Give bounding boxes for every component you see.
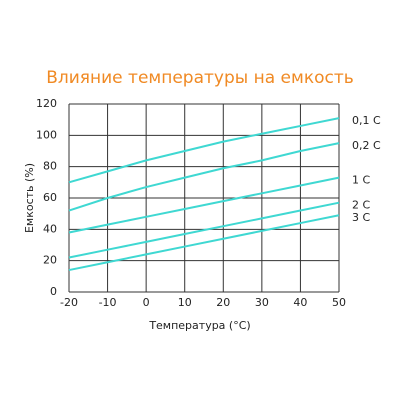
series-line	[68, 117, 340, 184]
x-tick-label: 0	[143, 296, 150, 309]
x-tick-label: -10	[99, 296, 117, 309]
x-tick-label: 30	[255, 296, 269, 309]
y-tick-label: 40	[43, 222, 57, 235]
legend-label: 0,1 C	[352, 114, 381, 127]
y-tick-label: 100	[36, 128, 57, 141]
y-tick-label: 120	[36, 97, 57, 110]
x-tick-label: -20	[60, 296, 78, 309]
y-tick-label: 20	[43, 254, 57, 267]
legend-label: 0,2 C	[352, 139, 381, 152]
y-tick-label: 0	[50, 285, 57, 298]
x-tick-label: 40	[293, 296, 307, 309]
series-line	[68, 201, 340, 259]
y-tick-label: 80	[43, 160, 57, 173]
series-line	[68, 142, 340, 212]
x-tick-label: 20	[216, 296, 230, 309]
x-tick-label: 50	[332, 296, 346, 309]
x-tick-label: 10	[178, 296, 192, 309]
legend-label: 3 C	[352, 211, 370, 224]
y-tick-label: 60	[43, 191, 57, 204]
series-line	[68, 214, 340, 272]
legend-label: 2 C	[352, 199, 370, 212]
x-axis-label: Температура (°С)	[148, 319, 250, 332]
legend-label: 1 C	[352, 174, 370, 187]
y-axis-label: Емкость (%)	[23, 163, 36, 233]
series-line	[68, 176, 340, 234]
chart-title: Влияние температуры на емкость	[46, 68, 354, 88]
